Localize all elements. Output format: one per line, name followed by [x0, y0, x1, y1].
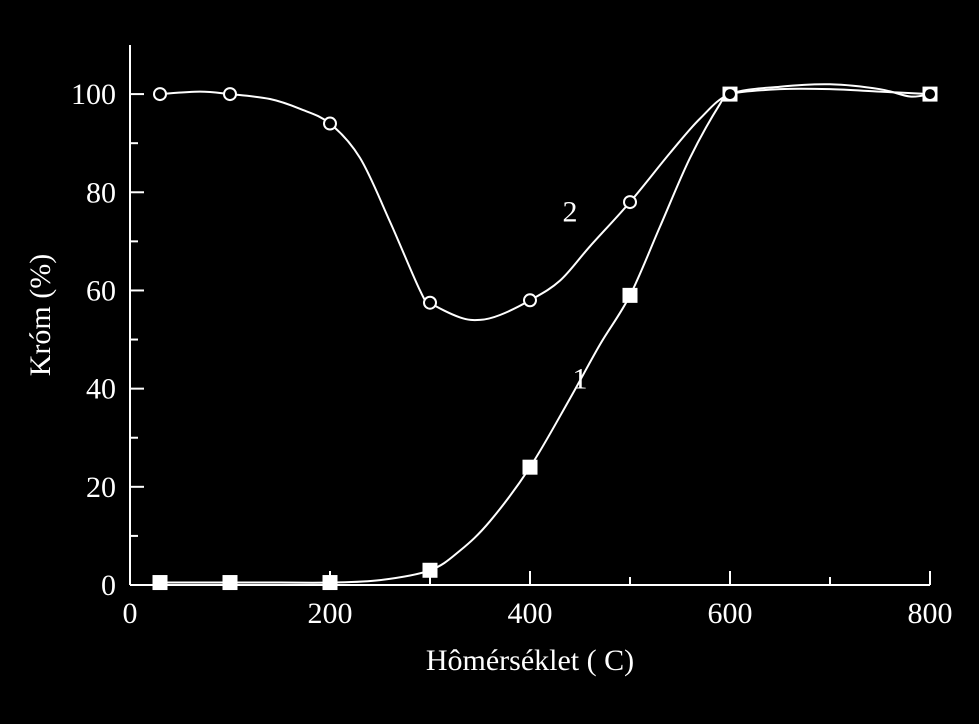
x-tick-label: 200 [308, 597, 353, 630]
x-tick-label: 0 [123, 597, 138, 630]
chart-bg [0, 0, 979, 724]
series-2-marker [924, 88, 936, 100]
y-tick-label: 60 [86, 274, 116, 307]
series-2-marker [724, 88, 736, 100]
x-tick-label: 600 [708, 597, 753, 630]
y-tick-label: 0 [101, 569, 116, 602]
series-2-marker [324, 118, 336, 130]
x-tick-label: 800 [908, 597, 953, 630]
x-tick-label: 400 [508, 597, 553, 630]
series-1-marker [423, 563, 437, 577]
x-axis-label: Hômérséklet ( C) [426, 644, 634, 677]
y-tick-label: 20 [86, 471, 116, 504]
series-2-marker [424, 297, 436, 309]
series-1-marker [153, 576, 167, 590]
y-tick-label: 80 [86, 176, 116, 209]
chart-container: 0 200 400 600 800 0 20 40 60 80 100 Hômérséklet ( C… [0, 0, 979, 724]
series-2-label: 2 [563, 196, 578, 229]
series-2-marker [224, 88, 236, 100]
y-axis-label: Króm (%) [24, 254, 57, 376]
series-1-label: 1 [573, 363, 588, 396]
series-2-marker [154, 88, 166, 100]
series-1-marker [323, 576, 337, 590]
y-tick-label: 100 [71, 78, 116, 111]
y-tick-label: 40 [86, 373, 116, 406]
series-2-marker [524, 294, 536, 306]
series-1-marker [223, 576, 237, 590]
chart-svg: 0 200 400 600 800 0 20 40 60 80 100 Hômérséklet ( C… [0, 0, 979, 724]
series-1-marker [523, 460, 537, 474]
series-2-marker [624, 196, 636, 208]
series-1-marker [623, 288, 637, 302]
